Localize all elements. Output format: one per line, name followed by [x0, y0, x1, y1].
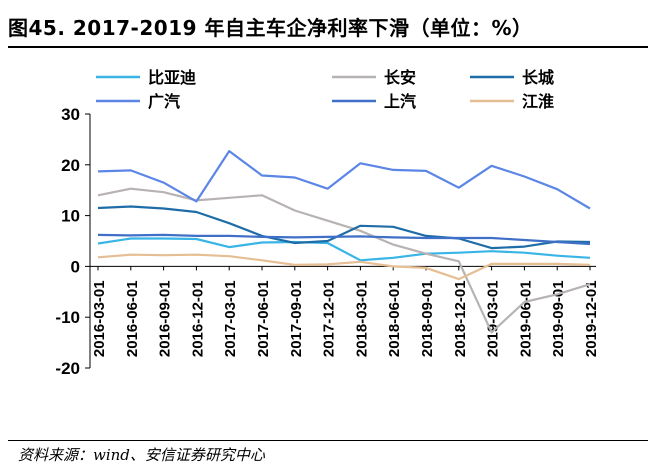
x-tick-label: 2019-03-01: [485, 280, 502, 357]
x-tick-label: 2017-03-01: [222, 280, 239, 357]
x-tick-label: 2018-09-01: [419, 280, 436, 357]
x-tick-label: 2019-09-01: [550, 280, 567, 357]
legend-label: 长安: [384, 68, 416, 87]
x-tick-label: 2017-06-01: [255, 280, 272, 357]
legend-label: 上汽: [384, 92, 416, 111]
y-tick-label: 10: [61, 207, 80, 226]
y-tick-label: -20: [55, 359, 80, 378]
source-note: 资料来源：wind、安信证券研究中心: [18, 446, 265, 464]
x-tick-label: 2017-12-01: [321, 280, 338, 357]
x-tick-label: 2018-06-01: [386, 280, 403, 357]
title-underline: [8, 46, 648, 48]
y-tick-label: 20: [61, 156, 80, 175]
x-tick-label: 2019-06-01: [517, 280, 534, 357]
legend-label: 江淮: [522, 92, 554, 111]
series-line: [97, 253, 591, 281]
y-tick-label: -10: [55, 308, 80, 327]
x-tick-label: 2018-12-01: [452, 280, 469, 357]
x-tick-label: 2016-03-01: [91, 280, 108, 357]
legend-label: 长城: [522, 68, 554, 87]
y-tick-label: 0: [71, 257, 80, 276]
y-tick-label: 30: [61, 105, 80, 124]
source-divider: [8, 440, 648, 441]
legend-label: 比亚迪: [148, 68, 196, 87]
x-tick-label: 2016-12-01: [189, 280, 206, 357]
series-line: [97, 187, 591, 334]
x-tick-label: 2019-12-01: [583, 280, 600, 357]
x-tick-label: 2016-06-01: [124, 280, 141, 357]
legend-label: 广汽: [148, 92, 180, 111]
x-tick-label: 2016-09-01: [157, 280, 174, 357]
series-line: [97, 205, 591, 250]
series-line: [97, 233, 591, 246]
x-tick-label: 2017-09-01: [288, 280, 305, 357]
series-line: [97, 150, 591, 210]
x-tick-label: 2018-03-01: [353, 280, 370, 357]
chart-title: 图45. 2017-2019 年自主车企净利率下滑（单位：%）: [8, 16, 533, 40]
series-line: [97, 237, 591, 262]
